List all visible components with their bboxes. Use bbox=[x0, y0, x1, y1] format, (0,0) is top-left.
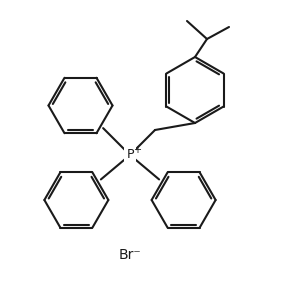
Text: +: + bbox=[133, 145, 141, 155]
Text: P: P bbox=[126, 148, 134, 162]
Text: Br⁻: Br⁻ bbox=[119, 248, 141, 262]
